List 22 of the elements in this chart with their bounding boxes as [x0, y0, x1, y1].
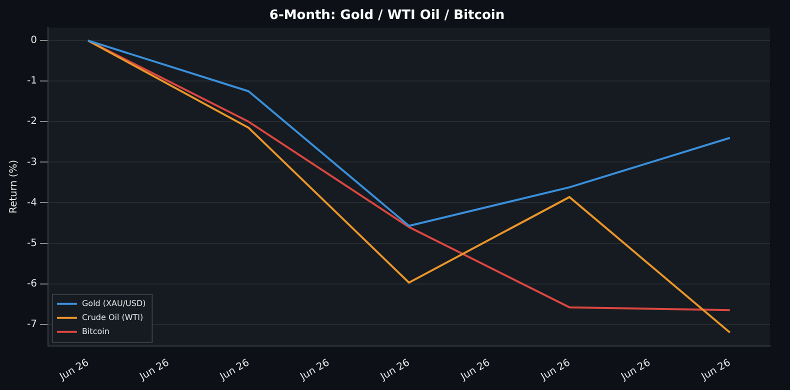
x-tick-label: Jun 26	[699, 357, 733, 384]
y-tick-label: -3	[26, 156, 37, 168]
x-tick-label: Jun 26	[137, 357, 172, 384]
y-tick-label: -6	[26, 278, 37, 290]
y-tick-label: -1	[26, 76, 37, 87]
y-axis-title: Return (%)	[8, 160, 20, 214]
y-tick-label: -7	[26, 318, 37, 330]
y-tick-label: 0	[30, 35, 37, 46]
x-tick-label: Jun 26	[618, 357, 652, 384]
y-tick-label: -5	[26, 238, 37, 249]
x-tick-label: Jun 26	[458, 357, 492, 384]
legend-label: Crude Oil (WTI)	[82, 312, 144, 322]
x-tick-label: Jun 26	[538, 357, 572, 384]
legend-label: Gold (XAU/USD)	[82, 298, 146, 308]
x-tick-label: Jun 26	[57, 357, 91, 384]
chart-title: 6-Month: Gold / WTI Oil / Bitcoin	[269, 8, 505, 24]
x-tick-label: Jun 26	[298, 357, 332, 384]
y-tick-label: -2	[26, 116, 37, 128]
x-tick-label: Jun 26	[378, 357, 412, 384]
legend-label: Bitcoin	[82, 326, 110, 336]
x-tick-label: Jun 26	[218, 357, 252, 384]
y-tick-label: -4	[26, 197, 37, 208]
